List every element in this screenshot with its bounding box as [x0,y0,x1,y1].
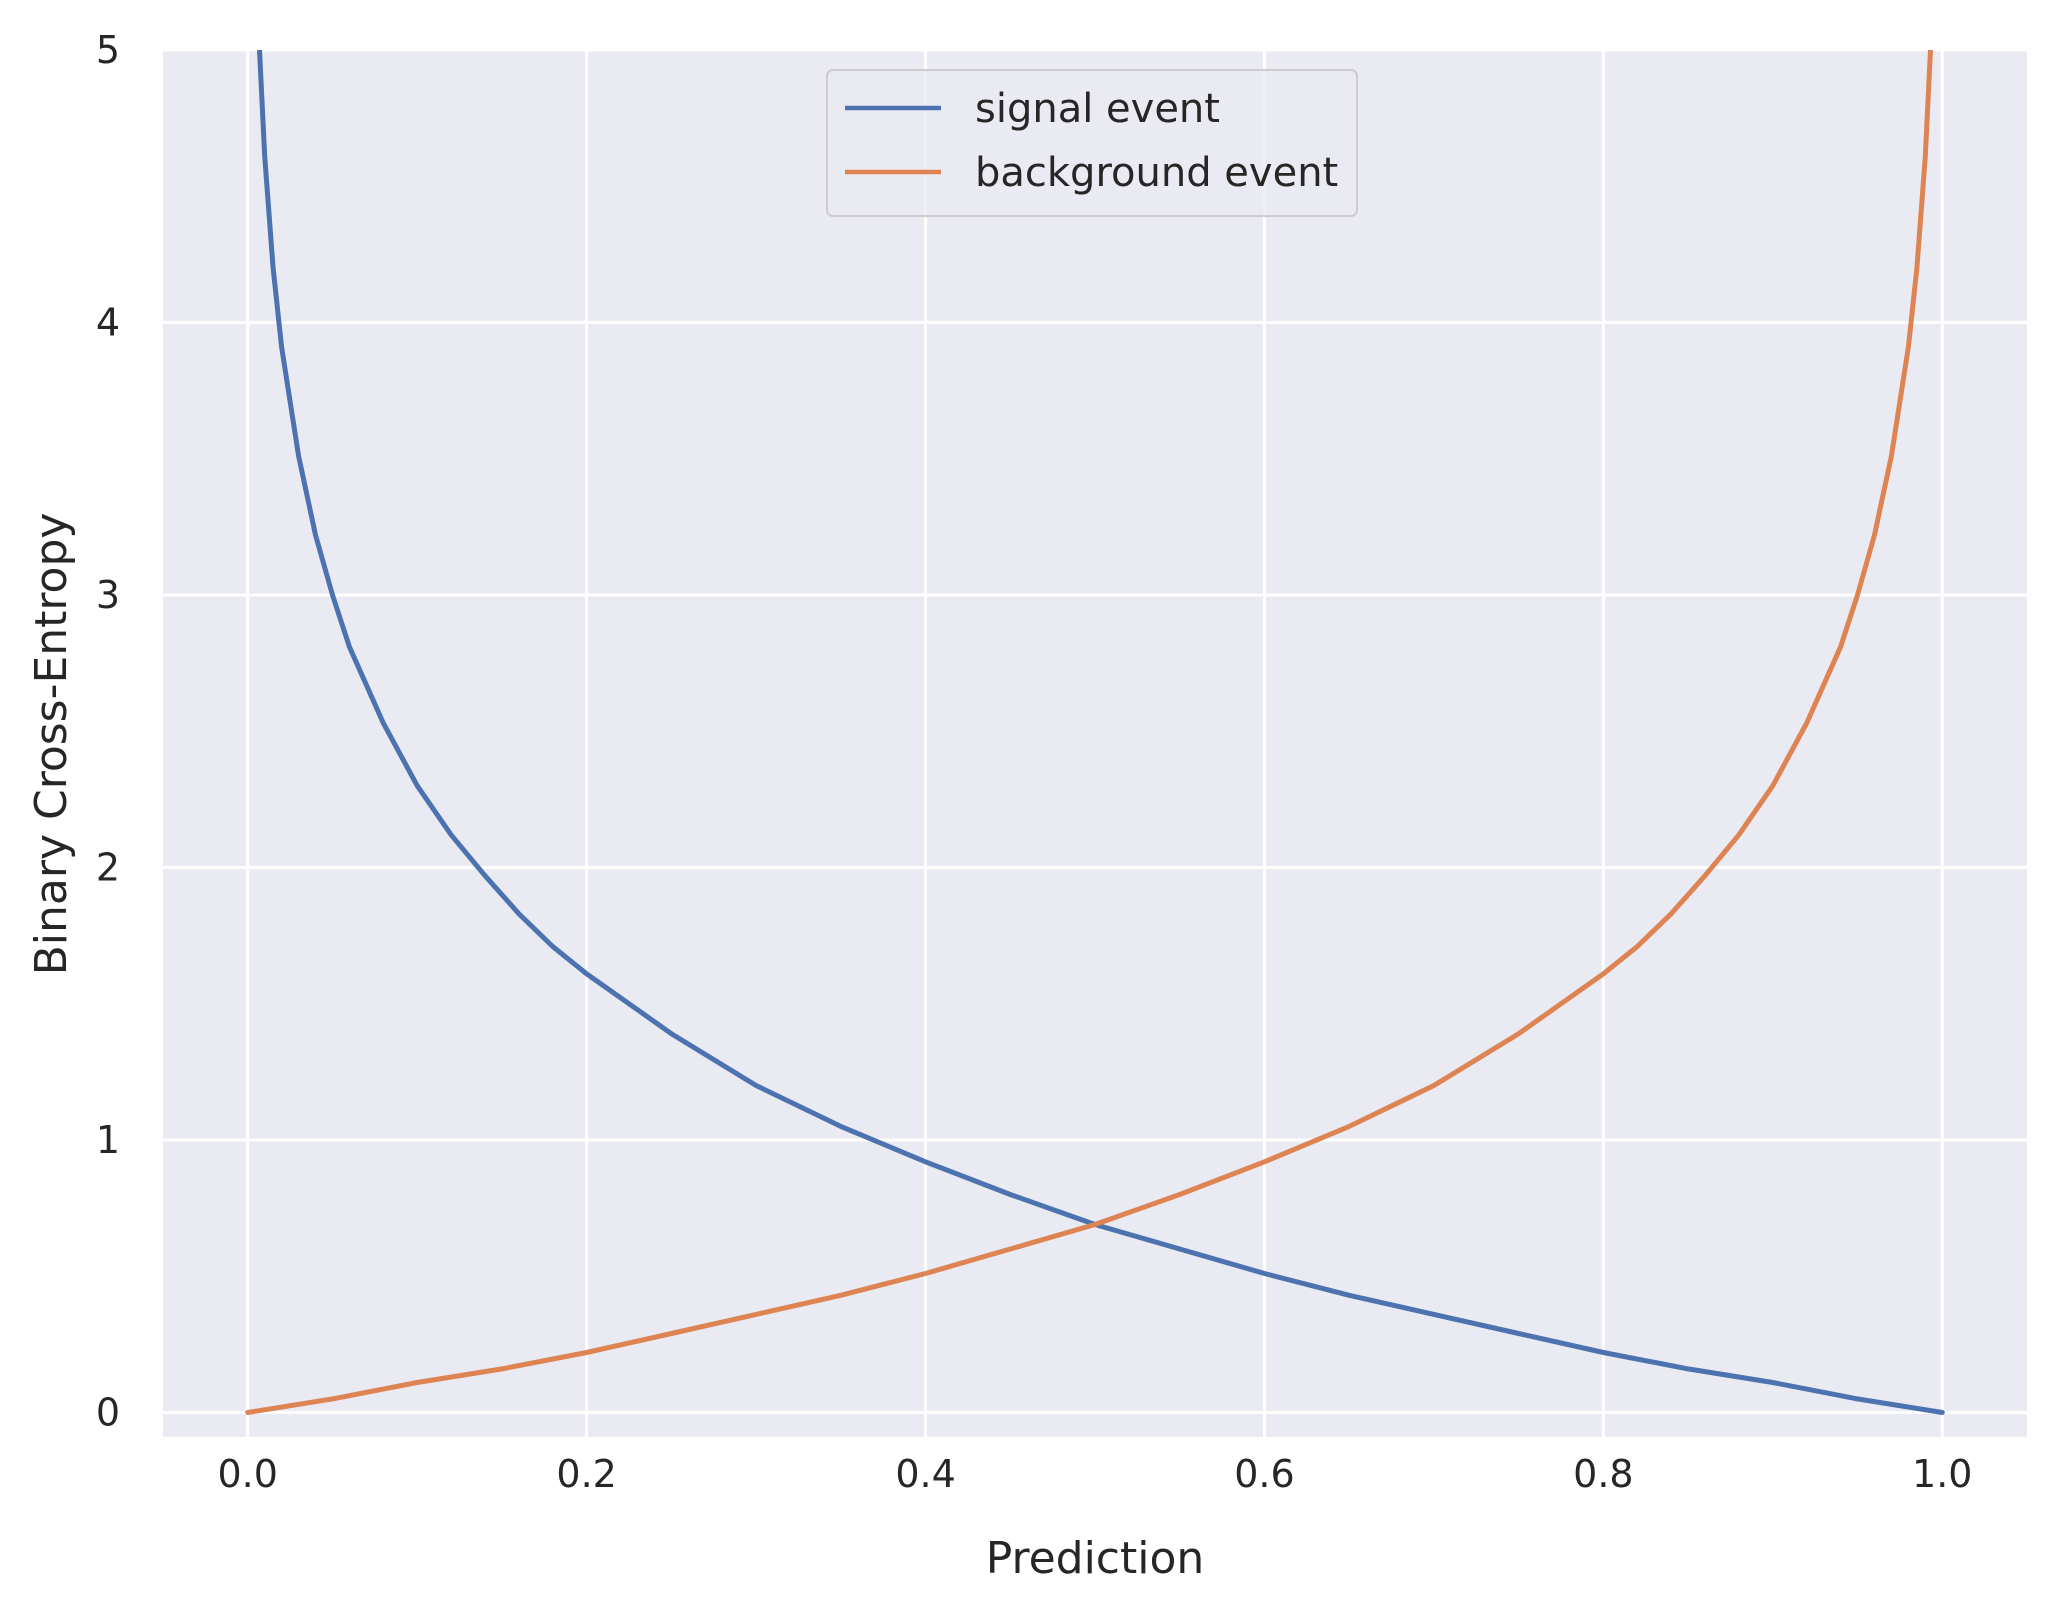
legend-label-background-event: background event [975,150,1338,196]
y-tick-label: 5 [96,28,120,72]
x-tick-label: 0.6 [1234,1452,1294,1496]
x-tick-label: 0.4 [895,1452,955,1496]
series-line-background-event [245,50,1934,1415]
legend-box [826,69,1358,217]
x-tick-label: 0.8 [1573,1452,1633,1496]
y-tick-label: 4 [96,300,120,344]
series-lines [245,50,1945,1415]
tick-labels: 0.0 0.2 0.4 0.6 0.8 1.0 0 1 2 3 4 5 [96,28,1973,1496]
y-tick-label: 2 [96,845,120,889]
grid-lines [163,48,2027,1437]
series-line-signal-event [256,50,1945,1415]
y-tick-label: 3 [96,573,120,617]
legend-label-signal-event: signal event [975,86,1220,132]
plot-area [163,50,2027,1437]
x-tick-label: 0.0 [218,1452,278,1496]
x-axis-label: Prediction [986,1533,1205,1584]
legend: signal event background event [826,69,1358,217]
y-tick-label: 1 [96,1118,120,1162]
x-tick-label: 1.0 [1912,1452,1972,1496]
y-tick-label: 0 [96,1390,120,1434]
y-axis-label: Binary Cross-Entropy [26,513,77,976]
x-tick-label: 0.2 [556,1452,616,1496]
